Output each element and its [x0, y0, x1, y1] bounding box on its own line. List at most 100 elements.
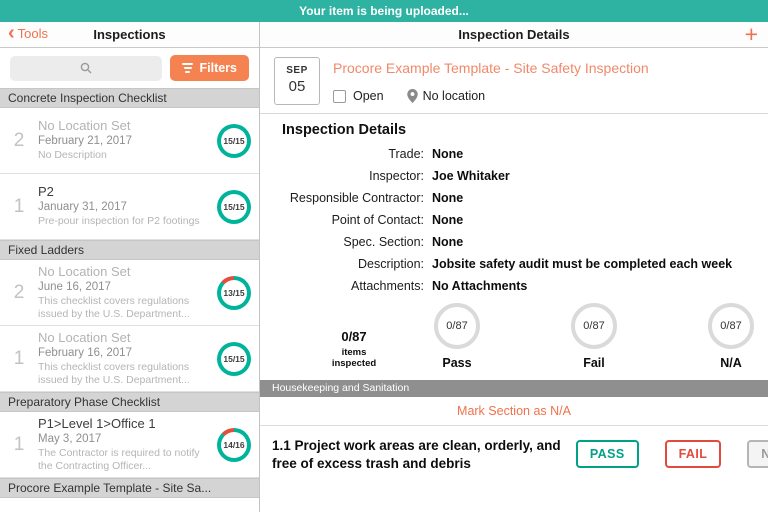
item-description: This checklist covers regulations issued…: [38, 360, 190, 386]
fail-button[interactable]: FAIL: [664, 440, 722, 468]
plus-icon: +: [744, 22, 758, 47]
field-value: None: [432, 191, 464, 205]
section-header: Fixed Ladders: [0, 240, 259, 260]
app-body: ‹ Tools Inspections Filters Concrete Ins…: [0, 22, 768, 512]
item-date: February 16, 2017: [38, 346, 132, 359]
field-row: Spec. Section: None: [260, 235, 768, 249]
item-date: June 16, 2017: [38, 280, 111, 293]
question-text: 1.1 Project work areas are clean, orderl…: [272, 438, 561, 472]
item-description: No Description: [38, 149, 107, 162]
na-button[interactable]: N/A: [747, 440, 768, 468]
field-value: Jobsite safety audit must be completed e…: [432, 257, 733, 271]
item-date: February 21, 2017: [38, 135, 132, 148]
progress-ring: 15/15: [217, 123, 251, 158]
list-item[interactable]: 1 No Location Set February 16, 2017 This…: [0, 326, 259, 392]
progress-ring: 15/15: [217, 189, 251, 224]
date-month: SEP: [286, 65, 308, 76]
progress-ring-label: 14/16: [221, 431, 247, 458]
pass-ring-label: Pass: [442, 356, 472, 370]
pass-ring-value: 0/87: [446, 320, 468, 332]
items-inspected-stat: 0/87 items inspected: [320, 329, 388, 369]
inspection-details-panel: Inspection Details + SEP 05 Procore Exam…: [260, 22, 768, 512]
field-row: Attachments: No Attachments: [260, 279, 768, 293]
inspection-meta-row: Open No location: [333, 89, 649, 103]
stat-pass: 0/87 Pass: [434, 303, 480, 370]
add-button[interactable]: +: [745, 22, 758, 47]
na-ring-label: N/A: [720, 356, 742, 370]
field-value: None: [432, 147, 464, 161]
items-inspected-label: items inspected: [331, 347, 377, 369]
list-item[interactable]: 1 P2 January 31, 2017 Pre-pour inspectio…: [0, 174, 259, 240]
section-header: Concrete Inspection Checklist: [0, 88, 259, 108]
mark-section-row: Mark Section as N/A: [260, 397, 768, 426]
inspections-list-panel: ‹ Tools Inspections Filters Concrete Ins…: [0, 22, 260, 512]
list-item[interactable]: 1 P1>Level 1>Office 1 May 3, 2017 The Co…: [0, 412, 259, 478]
section-header: Preparatory Phase Checklist: [0, 392, 259, 412]
open-checkbox[interactable]: [333, 89, 346, 103]
progress-ring: 15/15: [217, 341, 251, 376]
upload-status-text: Your item is being uploaded...: [299, 4, 469, 18]
left-panel-title: Inspections: [93, 27, 166, 42]
item-body: No Location Set February 21, 2017 No Des…: [32, 118, 217, 162]
field-label: Description:: [358, 257, 424, 271]
item-body: P2 January 31, 2017 Pre-pour inspection …: [32, 184, 217, 228]
field-value: None: [432, 213, 464, 227]
item-number: 2: [13, 281, 25, 303]
location-pin-icon: [406, 89, 418, 103]
search-icon: [80, 62, 92, 74]
pass-ring: 0/87: [434, 303, 480, 349]
field-row: Trade: None: [260, 147, 768, 161]
inspection-stats: 0/87 items inspected 0/87 Pass 0/87 Fail…: [260, 301, 768, 380]
open-label: Open: [353, 89, 384, 103]
mark-section-na-button[interactable]: Mark Section as N/A: [457, 404, 571, 418]
fail-ring-label: Fail: [583, 356, 605, 370]
list-item[interactable]: 2 No Location Set June 16, 2017 This che…: [0, 260, 259, 326]
field-value: None: [432, 235, 464, 249]
pass-button[interactable]: PASS: [575, 440, 639, 468]
item-number: 1: [13, 433, 25, 455]
inspection-title: Procore Example Template - Site Safety I…: [333, 60, 649, 76]
item-number: 1: [13, 347, 25, 369]
list-item[interactable]: 2 No Location Set February 21, 2017 No D…: [0, 108, 259, 174]
progress-ring-label: 15/15: [221, 345, 247, 372]
section-header: Procore Example Template - Site Sa...: [0, 478, 259, 498]
fail-ring: 0/87: [571, 303, 617, 349]
field-label: Point of Contact:: [331, 213, 424, 227]
search-input[interactable]: [10, 55, 163, 81]
item-description: Pre-pour inspection for P2 footings: [38, 215, 200, 228]
right-panel-title: Inspection Details: [458, 27, 570, 42]
filter-icon: [182, 63, 194, 73]
field-value: No Attachments: [432, 279, 528, 293]
chevron-left-icon: ‹: [8, 22, 15, 44]
item-title: P2: [38, 184, 54, 200]
progress-ring-label: 15/15: [221, 127, 247, 154]
item-body: P1>Level 1>Office 1 May 3, 2017 The Cont…: [32, 416, 217, 473]
back-to-tools-button[interactable]: ‹ Tools: [8, 22, 48, 44]
item-body: No Location Set June 16, 2017 This check…: [32, 264, 217, 321]
stat-rings: 0/87 Pass 0/87 Fail 0/87 N/A: [434, 303, 754, 370]
filters-button[interactable]: Filters: [170, 55, 249, 81]
field-value: Joe Whitaker: [432, 169, 510, 183]
search-filter-row: Filters: [0, 48, 259, 88]
checklist-section-bar: Housekeeping and Sanitation: [260, 380, 768, 397]
field-row: Description: Jobsite safety audit must b…: [260, 257, 768, 271]
field-label: Inspector:: [369, 169, 424, 183]
inspections-list: Concrete Inspection Checklist 2 No Locat…: [0, 88, 259, 512]
field-label: Spec. Section:: [343, 235, 424, 249]
field-row: Inspector: Joe Whitaker: [260, 169, 768, 183]
item-title: No Location Set: [38, 263, 131, 279]
checklist-question-row: 1.1 Project work areas are clean, orderl…: [260, 426, 768, 473]
inspection-details-section: Inspection Details Trade: None Inspector…: [260, 114, 768, 301]
stat-fail: 0/87 Fail: [571, 303, 617, 370]
progress-ring-label: 13/15: [221, 279, 247, 306]
na-ring-value: 0/87: [720, 320, 742, 332]
progress-ring: 14/16: [217, 427, 251, 462]
field-label: Trade:: [388, 147, 424, 161]
item-title: P1>Level 1>Office 1: [38, 415, 156, 431]
field-row: Responsible Contractor: None: [260, 191, 768, 205]
left-nav-bar: ‹ Tools Inspections: [0, 22, 259, 48]
progress-ring: 13/15: [217, 275, 251, 310]
item-title: No Location Set: [38, 329, 131, 345]
date-tile: SEP 05: [274, 57, 320, 105]
right-nav-bar: Inspection Details +: [260, 22, 768, 48]
